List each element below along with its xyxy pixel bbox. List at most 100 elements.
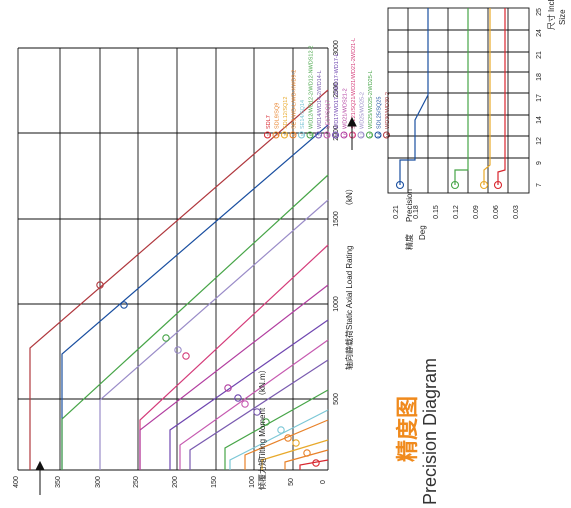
legend-label: SDL12/SQ12 — [283, 97, 289, 129]
legend-label: SE17/SQ17 — [326, 100, 332, 129]
legend-number: 10 — [343, 132, 348, 138]
x-tick: 2000 — [333, 125, 340, 141]
legend-item: 12 WD25/WD25-2 — [357, 92, 366, 139]
precision-markers — [395, 180, 503, 190]
y-tick: 300 — [95, 476, 102, 488]
legend-label: WD14/WD14-2/WD14-L — [317, 70, 323, 129]
legend-label: SDL7 — [266, 115, 272, 129]
main-grid — [17, 47, 329, 471]
legend-label: WD17/WD17-2/WD17-WD17-L — [334, 53, 340, 129]
legend-marker — [272, 131, 280, 139]
precision-y-tick: 0.09 — [473, 205, 480, 219]
y-tick: 0 — [320, 480, 327, 484]
y-tick: 100 — [249, 476, 256, 488]
capacity-curves — [29, 89, 329, 470]
precision-y-tick: 0.03 — [513, 205, 520, 219]
legend-marker — [264, 131, 271, 139]
curve-3 — [261, 439, 329, 470]
legend-label: SE9/WD-L/WD-XWD9-2 — [292, 70, 298, 129]
legend-number: 7 — [317, 133, 322, 136]
x-tick: 1500 — [333, 211, 340, 227]
legend-item: 3 SDL12/SQ12 — [281, 97, 289, 139]
legend-label: WD25/WD25-2/WD25-L — [368, 70, 374, 129]
legend-number: 13 — [368, 132, 373, 138]
legend-label: WD21/WDS21-2 — [343, 88, 349, 129]
legend-number: 1 — [266, 133, 271, 136]
precision-y-tick: 0.18 — [413, 205, 420, 219]
y-axis-title: 倾覆力矩 Tilting Moment （kN.m） — [257, 365, 267, 490]
legend-number: 5 — [300, 133, 305, 136]
x-tick: 2500 — [333, 82, 340, 98]
precision-y-ticks: 0.21 0.18 0.15 0.12 0.09 0.06 0.03 — [393, 205, 520, 219]
x-axis-title: 轴向静载荷 Static Axial Load Rating （kN） — [344, 184, 354, 370]
legend-marker — [366, 131, 373, 139]
legend-number: 8 — [326, 133, 331, 136]
curve-13 — [61, 174, 329, 470]
y-tick: 350 — [55, 476, 62, 488]
y-tick: 250 — [133, 476, 140, 488]
size-tick: 21 — [536, 51, 543, 59]
legend-item: 10 WD21/WDS21-2 — [340, 88, 349, 139]
legend-item: 8 SE17/SQ17 — [323, 100, 332, 139]
legend-item: 9 WD17/WD17-2/WD17-WD17-L — [332, 53, 340, 139]
legend-marker — [306, 131, 314, 139]
curve-4 — [244, 419, 329, 470]
size-tick: 25 — [536, 8, 543, 16]
precision-label-cn: 精度 — [404, 234, 414, 250]
precision-y-tick: 0.12 — [453, 205, 460, 219]
curve-5 — [229, 409, 329, 470]
curve-12 — [99, 199, 329, 470]
legend-item: 5 SE14/SQ14 — [298, 100, 306, 139]
x-axis-label-en: Static Axial Load Rating — [345, 246, 354, 331]
legend-item: 4 SE9/WD-L/WD-XWD9-2 — [289, 70, 298, 139]
legend-item: 2 SDL9/SQ9 — [272, 103, 281, 139]
diagram-title-en: Precision Diagram — [420, 357, 440, 505]
legend-label: WD12/WD12-2/WD12-NWDS12-2 — [309, 46, 315, 129]
size-tick: 7 — [536, 183, 543, 187]
precision-unit: Deg — [418, 225, 427, 240]
precision-label-en: Precision — [405, 189, 414, 222]
y-axis-label-cn: 倾覆力矩 — [257, 458, 267, 490]
precision-y-tick: 0.21 — [393, 205, 400, 219]
legend-marker — [289, 131, 297, 139]
size-tick: 9 — [536, 161, 543, 165]
legend-marker — [332, 131, 339, 139]
legend-marker — [357, 131, 365, 139]
x-tick: 3000 — [333, 40, 340, 56]
legend-number: 2 — [275, 133, 280, 136]
precision-size-ticks: 7 9 12 14 17 18 21 24 25 — [536, 8, 543, 187]
legend-marker — [383, 131, 390, 139]
legend-label: WD25/WD25-2 — [360, 92, 366, 129]
precision-y-tick: 0.06 — [493, 205, 500, 219]
curve-2 — [284, 449, 329, 470]
size-tick: 14 — [536, 116, 543, 124]
legend-number: 6 — [309, 133, 314, 136]
curve-6 — [224, 389, 329, 470]
legend-marker — [298, 131, 305, 139]
legend-number: 3 — [283, 133, 288, 136]
legend-label: SDL21/SQ21/WD21/WD21-2WD21-L — [351, 38, 357, 129]
legend-number: 11 — [351, 132, 356, 137]
y-axis-ticks: 400 350 300 250 200 150 100 50 0 — [13, 476, 327, 488]
legend-item: 6 WD12/WD12-2/WD12-NWDS12-2 — [306, 46, 315, 139]
diagram-title-cn: 精度图 — [395, 395, 420, 462]
precision-grid — [387, 7, 530, 194]
legend-marker — [315, 131, 322, 139]
axis-arrows — [35, 116, 357, 495]
precision-y-tick: 0.15 — [433, 205, 440, 219]
legend-label: SE14/SQ14 — [300, 100, 306, 129]
x-tick: 500 — [333, 393, 340, 405]
legend-marker — [323, 131, 331, 139]
size-label-cn: 尺寸 — [546, 14, 556, 30]
legend-label: SDL25/SQ25 — [377, 97, 383, 129]
legend-item: 1 SDL7 — [264, 115, 272, 139]
curve-markers — [96, 281, 320, 467]
precision-labels: 精度 Precision Deg 尺寸 Inch Size — [404, 0, 567, 250]
size-tick: 24 — [536, 29, 543, 37]
legend-number: 15 — [385, 132, 390, 138]
y-tick: 50 — [288, 478, 295, 486]
legend-number: 9 — [334, 133, 339, 136]
legend: 1 SDL7 2 SDL9/SQ9 3 SDL12/SQ12 4 SE9/WD-L/WD-XW… — [264, 38, 391, 139]
precision-curves — [399, 8, 506, 185]
